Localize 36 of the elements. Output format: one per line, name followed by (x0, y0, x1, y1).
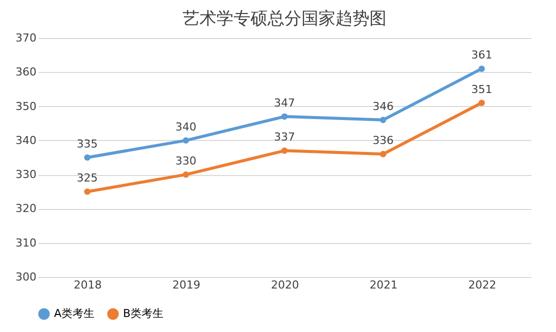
point (182, 137, 190, 144)
y-tick-label: 310 (16, 236, 36, 250)
point (84, 154, 90, 161)
data-label: 337 (274, 130, 295, 144)
point (182, 171, 190, 178)
point (478, 100, 485, 106)
point (380, 116, 386, 124)
y-tick-label: 320 (16, 202, 36, 216)
data-label: 340 (175, 120, 196, 134)
point (380, 150, 386, 158)
y-tick-label: 330 (16, 168, 36, 182)
point (84, 188, 90, 195)
x-tick-label: 2021 (370, 278, 398, 292)
x-tick-label: 2018 (74, 278, 102, 292)
data-label: 351 (471, 82, 492, 96)
data-label: 330 (175, 154, 196, 168)
data-label: 347 (274, 96, 295, 110)
data-label: 336 (372, 134, 394, 148)
y-tick-label: 300 (16, 270, 36, 284)
data-label: 361 (471, 48, 492, 62)
y-tick-label: 360 (16, 66, 36, 79)
x-tick-label: 2022 (468, 278, 496, 292)
x-tick-label: 2019 (172, 278, 200, 292)
y-tick-label: 370 (16, 32, 36, 44)
y-tick-label: 350 (16, 100, 36, 113)
data-label: 325 (76, 172, 98, 185)
data-label: 335 (76, 138, 98, 150)
point (281, 148, 288, 154)
data-label: 346 (372, 100, 394, 113)
chart-title: 艺术学专硕总分国家趋势图 (182, 9, 386, 29)
point (478, 66, 485, 72)
legend-label: B类考生 (123, 307, 164, 320)
y-tick-label: 340 (16, 134, 36, 147)
legend-label: A类考生 (54, 307, 95, 320)
x-tick-label: 2020 (271, 278, 299, 292)
point (281, 113, 288, 120)
